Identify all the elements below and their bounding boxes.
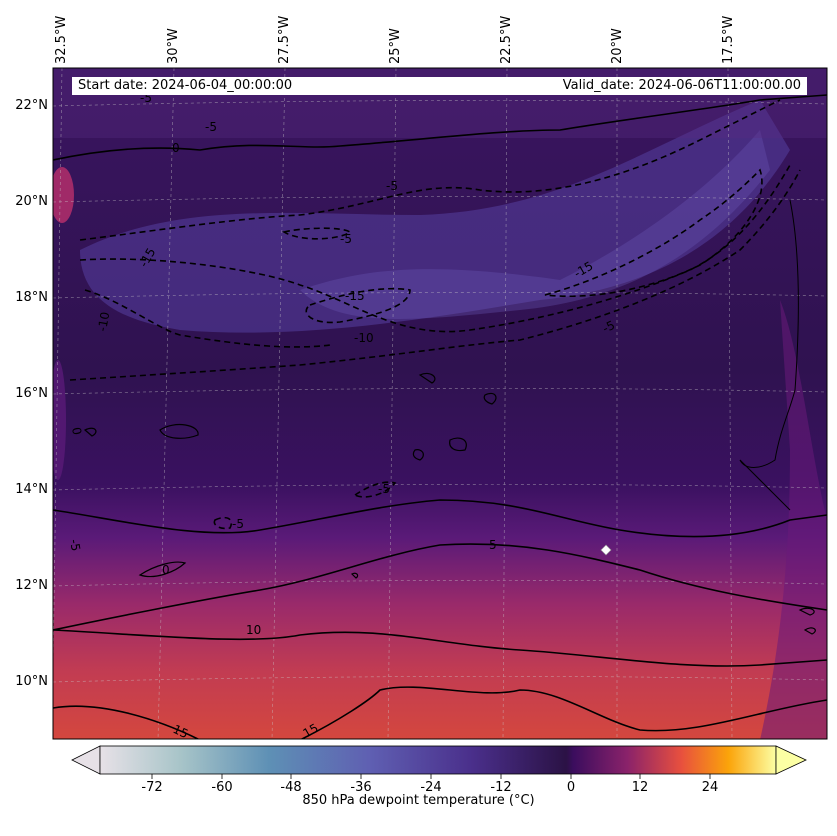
contour-label: -5 xyxy=(340,232,352,246)
lat-label: 10°N xyxy=(15,674,48,689)
lat-label: 20°N xyxy=(15,194,48,209)
map-area xyxy=(53,68,827,739)
contour-label: 15 xyxy=(171,722,191,741)
contour-label: 0 xyxy=(172,141,180,155)
lat-label: 12°N xyxy=(15,578,48,593)
contour-label: 10 xyxy=(246,623,261,637)
lon-label: 17.5°W xyxy=(721,15,736,64)
colorbar-tick: -24 xyxy=(420,780,442,795)
contour-label: 15 xyxy=(301,721,321,741)
contour-label: 0 xyxy=(69,426,84,436)
contour-label: -10 xyxy=(95,311,112,333)
contour-label: -15 xyxy=(345,289,365,303)
lat-label: 22°N xyxy=(15,98,48,113)
location-marker xyxy=(600,544,612,556)
contour-label-group: -5 -5 0 -5 -5 -15 -15 -15 -10 -5 -10 -5 … xyxy=(67,91,617,741)
date-header: Start date: 2024-06-04_00:00:00 Valid_da… xyxy=(72,77,807,95)
contour-label: -5 xyxy=(67,538,83,552)
colorbar-tick: -36 xyxy=(350,780,372,795)
contour-label: -5 xyxy=(600,318,617,336)
contour-label: -5 xyxy=(378,482,390,496)
contour-label: -5 xyxy=(386,179,398,193)
colorbar-tick: 0 xyxy=(566,780,576,795)
lon-label: 27.5°W xyxy=(277,15,292,64)
colorbar-tick: 12 xyxy=(631,780,649,795)
colorbar xyxy=(71,745,807,779)
contour-label: 0 xyxy=(162,563,170,577)
contour-label: -10 xyxy=(354,331,374,345)
graticule xyxy=(53,68,827,739)
lat-label: 18°N xyxy=(15,290,48,305)
contour-label: -5 xyxy=(232,517,244,531)
contour-label: 5 xyxy=(489,538,497,552)
lon-label: 25°W xyxy=(388,28,403,64)
valid-date-label: Valid_date: 2024-06-06T11:00:00.00 xyxy=(562,78,801,93)
dry-plume-shading xyxy=(80,100,790,333)
colorbar-title: 850 hPa dewpoint temperature (°C) xyxy=(302,793,535,808)
colorbar-tick: -12 xyxy=(490,780,512,795)
colorbar-tick: 24 xyxy=(701,780,719,795)
lon-label: 30°W xyxy=(166,28,181,64)
colorbar-tick: -48 xyxy=(280,780,302,795)
lon-label: 22.5°W xyxy=(499,15,514,64)
contour-lines xyxy=(53,94,827,739)
lat-label: 14°N xyxy=(15,482,48,497)
colorbar-tick: -60 xyxy=(211,780,233,795)
contour-label: -5 xyxy=(205,120,217,134)
contour-label: -5 xyxy=(140,91,152,105)
lon-label: 32.5°W xyxy=(54,15,69,64)
lat-label: 16°N xyxy=(15,386,48,401)
start-date-label: Start date: 2024-06-04_00:00:00 xyxy=(78,78,293,93)
lon-label: 20°W xyxy=(610,28,625,64)
colorbar-tick: -72 xyxy=(141,780,163,795)
